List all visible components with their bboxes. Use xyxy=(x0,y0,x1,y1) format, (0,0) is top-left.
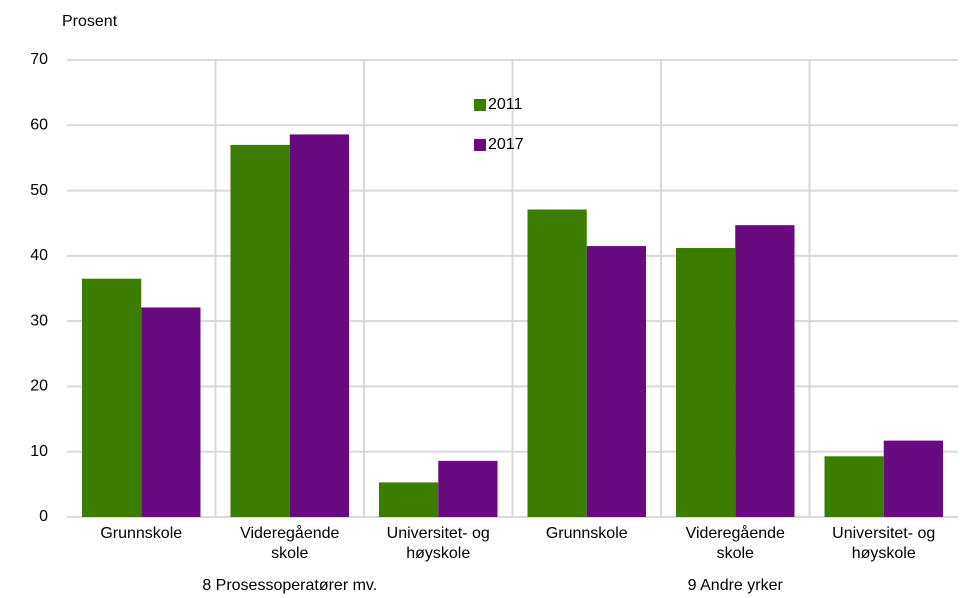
bar xyxy=(82,278,142,517)
bar xyxy=(586,246,646,518)
y-tick-label: 10 xyxy=(30,443,48,460)
bar xyxy=(289,134,349,517)
y-tick-label: 0 xyxy=(39,508,48,525)
bar xyxy=(883,440,943,517)
bar xyxy=(141,307,201,517)
legend-label: 2011 xyxy=(488,96,523,113)
y-tick-label: 70 xyxy=(30,51,48,68)
bar xyxy=(676,248,736,517)
x-tick-label: Universitet- og høyskole xyxy=(386,525,490,562)
bar xyxy=(379,482,439,517)
y-tick-label: 30 xyxy=(30,312,48,329)
y-axis-label: Prosent xyxy=(62,13,118,30)
bar xyxy=(735,225,795,517)
y-tick-label: 60 xyxy=(30,117,48,134)
x-tick-label: Videregående skole xyxy=(240,525,340,562)
bar xyxy=(527,209,587,518)
y-tick-label: 50 xyxy=(30,182,48,199)
x-tick-label: Grunnskole xyxy=(100,525,183,542)
group-label: 9 Andre yrker xyxy=(688,577,784,594)
bar xyxy=(438,460,498,517)
bar xyxy=(824,456,884,517)
y-tick-label: 20 xyxy=(30,378,48,395)
x-tick-label: Universitet- og høyskole xyxy=(832,525,936,562)
legend-label: 2017 xyxy=(488,136,524,153)
legend-swatch xyxy=(474,139,486,151)
legend-swatch xyxy=(474,99,486,111)
x-tick-label: Grunnskole xyxy=(545,525,628,542)
y-tick-label: 40 xyxy=(30,247,48,264)
x-tick-label: Videregående skole xyxy=(685,525,785,562)
group-label: 8 Prosessoperatører mv. xyxy=(202,577,377,594)
bar xyxy=(230,144,290,517)
